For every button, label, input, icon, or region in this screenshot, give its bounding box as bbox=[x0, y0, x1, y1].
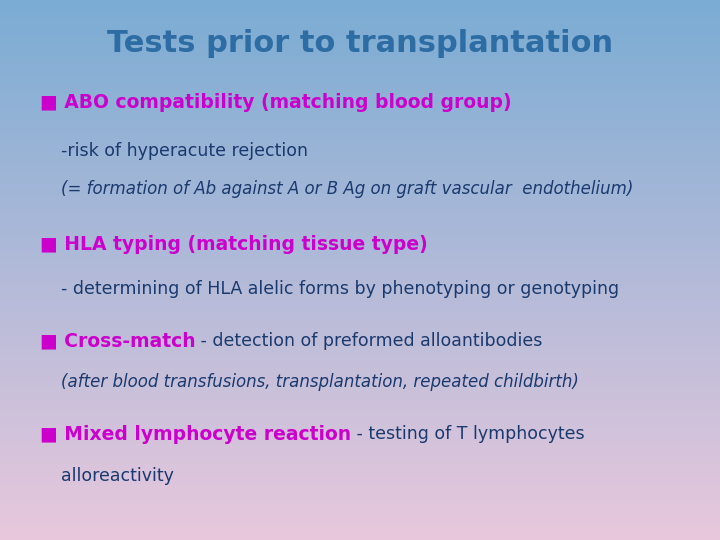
Text: -risk of hyperacute rejection: -risk of hyperacute rejection bbox=[61, 142, 308, 160]
Text: ■ ABO compatibility (matching blood group): ■ ABO compatibility (matching blood grou… bbox=[40, 93, 511, 112]
Text: ■ Cross-match: ■ Cross-match bbox=[40, 332, 195, 351]
Text: - determining of HLA alelic forms by phenotyping or genotyping: - determining of HLA alelic forms by phe… bbox=[61, 280, 619, 298]
Text: ■ Mixed lymphocyte reaction: ■ Mixed lymphocyte reaction bbox=[40, 424, 351, 444]
Text: (after blood transfusions, transplantation, repeated childbirth): (after blood transfusions, transplantati… bbox=[61, 373, 579, 392]
Text: (= formation of Ab against A or B Ag on graft vascular  endothelium): (= formation of Ab against A or B Ag on … bbox=[61, 180, 634, 198]
Text: alloreactivity: alloreactivity bbox=[61, 467, 174, 485]
Text: ■ HLA typing (matching tissue type): ■ HLA typing (matching tissue type) bbox=[40, 234, 428, 254]
Text: - detection of preformed alloantibodies: - detection of preformed alloantibodies bbox=[195, 332, 543, 350]
Text: Tests prior to transplantation: Tests prior to transplantation bbox=[107, 29, 613, 58]
Text: - testing of T lymphocytes: - testing of T lymphocytes bbox=[351, 425, 585, 443]
